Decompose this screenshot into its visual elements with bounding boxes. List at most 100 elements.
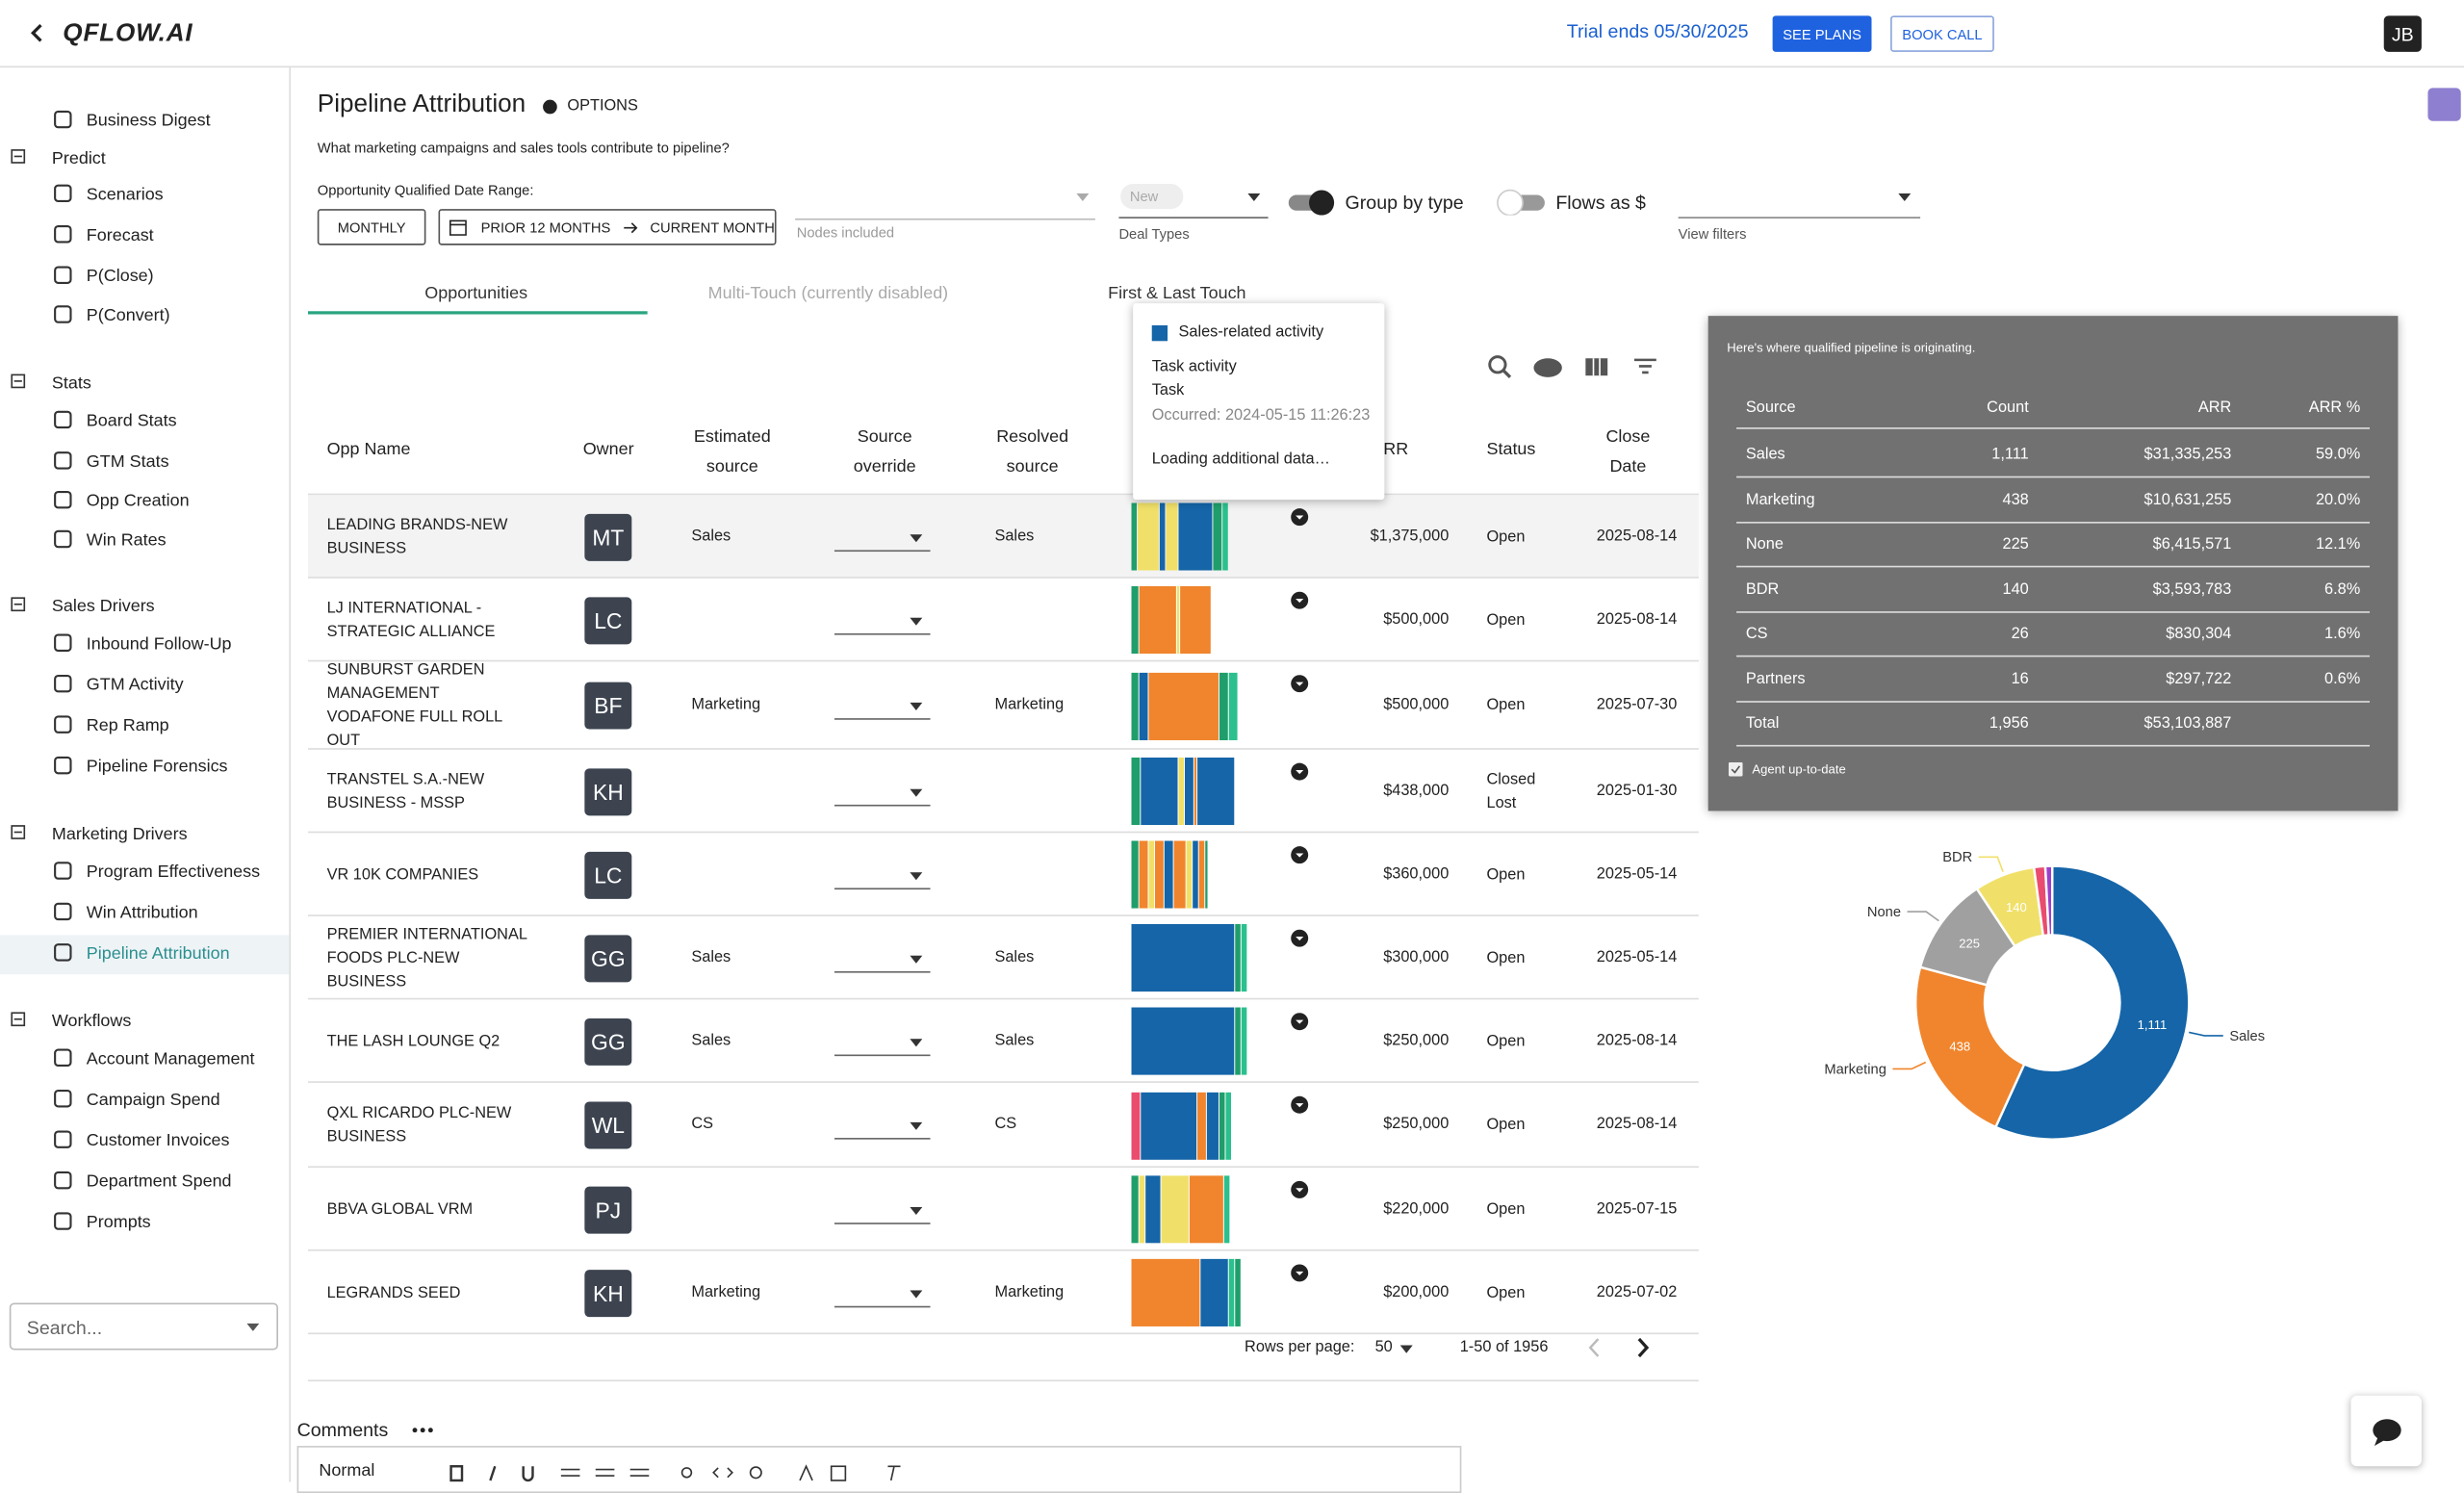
attribution-bar[interactable] [1131, 585, 1251, 655]
collapse-toggle[interactable] [11, 1012, 26, 1027]
attribution-bar[interactable] [1131, 502, 1251, 571]
collapse-toggle[interactable] [11, 597, 26, 612]
opp-name[interactable]: TRANSTEL S.A.-NEW BUSINESS - MSSP [326, 770, 485, 812]
opp-name[interactable]: VR 10K COMPANIES [326, 865, 479, 884]
source-override-select[interactable] [834, 1304, 931, 1307]
nodes-select[interactable] [795, 218, 1095, 220]
nav-item[interactable]: P(Convert) [86, 306, 170, 325]
column-header[interactable]: Owner [582, 440, 634, 459]
nav-item[interactable]: P(Close) [86, 267, 154, 287]
nav-item[interactable]: Program Effectiveness [86, 862, 261, 882]
nav-item[interactable]: Pipeline Forensics [86, 757, 228, 777]
nav-item[interactable]: Prompts [86, 1213, 151, 1232]
deal-chip[interactable]: New [1120, 184, 1184, 210]
nav-item[interactable]: Inbound Follow-Up [86, 634, 232, 655]
nav-group-title[interactable]: Marketing Drivers [51, 825, 188, 844]
download-icon[interactable] [1533, 358, 1562, 377]
group-toggle[interactable] [1287, 189, 1337, 216]
nav-item[interactable]: GTM Stats [86, 452, 169, 472]
source-override-select[interactable] [834, 970, 931, 972]
tab[interactable]: Opportunities [424, 284, 528, 304]
filter-icon[interactable] [1633, 358, 1656, 374]
nav-item[interactable]: Scenarios [86, 185, 164, 205]
nav-item[interactable]: Pipeline Attribution [86, 944, 230, 964]
nav-item[interactable]: Win Rates [86, 530, 167, 551]
nav-item[interactable]: Opp Creation [86, 492, 190, 511]
columns-icon[interactable] [1585, 358, 1608, 376]
tab[interactable]: First & Last Touch [1108, 284, 1246, 304]
prev-page[interactable] [1588, 1338, 1600, 1357]
opp-name[interactable]: LEADING BRANDS-NEW BUSINESS [326, 516, 508, 557]
column-header[interactable]: Source override [853, 427, 916, 476]
expand-button[interactable] [1290, 674, 1309, 693]
attribution-bar[interactable] [1131, 671, 1251, 740]
column-header[interactable]: Resolved source [996, 427, 1069, 476]
list-buttons[interactable] [560, 1468, 650, 1477]
user-avatar[interactable]: JB [2383, 15, 2422, 52]
expand-button[interactable] [1290, 1180, 1309, 1199]
opp-name[interactable]: PREMIER INTERNATIONAL FOODS PLC-NEW BUSI… [326, 925, 527, 991]
expand-button[interactable] [1290, 507, 1309, 527]
underline-button[interactable] [522, 1466, 534, 1482]
nav-item[interactable]: Board Stats [86, 411, 177, 431]
see-plans-button[interactable]: SEE PLANS [1772, 15, 1872, 52]
expand-button[interactable] [1290, 1095, 1309, 1115]
source-override-select[interactable] [834, 1053, 931, 1056]
nav-item[interactable]: Campaign Spend [86, 1091, 220, 1110]
nav-item[interactable]: Rep Ramp [86, 716, 169, 736]
collapse-toggle[interactable] [11, 373, 26, 389]
expand-button[interactable] [1290, 929, 1309, 948]
expand-button[interactable] [1290, 591, 1309, 610]
chat-button[interactable] [2350, 1395, 2422, 1467]
opp-name[interactable]: SUNBURST GARDEN MANAGEMENT VODAFONE FULL… [326, 661, 502, 750]
source-override-select[interactable] [834, 1222, 931, 1224]
source-override-select[interactable] [834, 549, 931, 552]
assistant-icon[interactable] [2427, 88, 2461, 121]
nav-item[interactable]: Account Management [86, 1049, 255, 1069]
expand-button[interactable] [1290, 762, 1309, 782]
style-select[interactable]: Normal [319, 1461, 375, 1480]
nav-item[interactable]: Department Spend [86, 1171, 232, 1192]
checkbox[interactable] [1728, 761, 1743, 777]
nav-item[interactable]: GTM Activity [86, 676, 184, 695]
source-override-select[interactable] [834, 718, 931, 720]
sidebar-search[interactable]: Search... [9, 1302, 278, 1351]
opp-name[interactable]: LJ INTERNATIONAL - STRATEGIC ALLIANCE [326, 599, 496, 641]
opp-name[interactable]: LEGRANDS SEED [326, 1283, 461, 1301]
expand-button[interactable] [1290, 1264, 1309, 1283]
nav-group-title[interactable]: Stats [51, 373, 91, 394]
opp-name[interactable]: BBVA GLOBAL VRM [326, 1200, 474, 1219]
next-page[interactable] [1637, 1337, 1650, 1358]
back-button[interactable] [28, 22, 47, 44]
nav-item[interactable]: Forecast [86, 226, 154, 245]
insert-buttons[interactable] [680, 1464, 901, 1481]
source-override-select[interactable] [834, 804, 931, 806]
rows-per-page-select[interactable]: 50 [1374, 1339, 1393, 1356]
nav-item[interactable]: Customer Invoices [86, 1131, 230, 1151]
deal-select[interactable] [1118, 217, 1269, 219]
nav-item[interactable]: Win Attribution [86, 903, 198, 923]
options-button[interactable]: OPTIONS [567, 97, 638, 116]
date-range-button[interactable]: PRIOR 12 MONTHS CURRENT MONTH [438, 209, 777, 245]
italic-button[interactable] [489, 1465, 497, 1481]
column-header[interactable]: Estimated source [693, 427, 771, 476]
monthly-button[interactable]: MONTHLY [317, 209, 426, 245]
attribution-bar[interactable] [1131, 1007, 1251, 1075]
source-override-select[interactable] [834, 1138, 931, 1140]
opp-name[interactable]: THE LASH LOUNGE Q2 [326, 1032, 500, 1050]
flows-toggle[interactable] [1496, 189, 1546, 216]
nav-group-title[interactable]: Predict [51, 149, 106, 168]
opp-name[interactable]: QXL RICARDO PLC-NEW BUSINESS [326, 1104, 512, 1146]
attribution-bar[interactable] [1131, 840, 1251, 909]
source-override-select[interactable] [834, 887, 931, 889]
collapse-toggle[interactable] [11, 149, 26, 164]
expand-button[interactable] [1290, 845, 1309, 864]
source-override-select[interactable] [834, 632, 931, 634]
book-call-button[interactable]: BOOK CALL [1890, 15, 1994, 52]
comments-menu[interactable] [412, 1427, 434, 1433]
column-header[interactable]: Close Date [1605, 427, 1651, 476]
nav-group-title[interactable]: Sales Drivers [51, 597, 155, 616]
column-header[interactable]: Status [1486, 440, 1536, 459]
search-icon[interactable] [1488, 355, 1512, 378]
view-filter-select[interactable] [1678, 217, 1921, 219]
